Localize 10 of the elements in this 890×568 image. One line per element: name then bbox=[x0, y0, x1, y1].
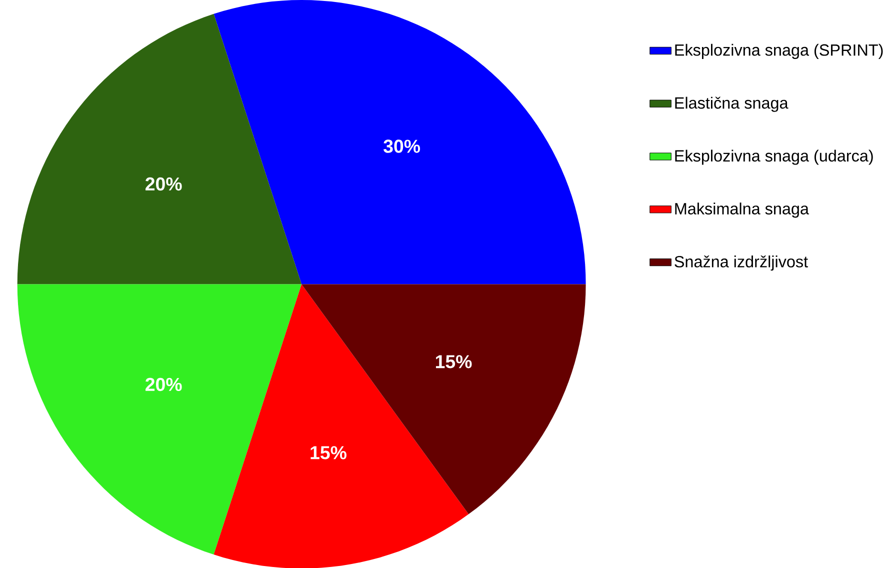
data-label: 15% bbox=[310, 446, 346, 460]
legend-label: Eksplozivna snaga (udarca) bbox=[675, 149, 873, 165]
legend-label: Elastična snaga bbox=[675, 96, 788, 112]
legend-label: Snažna izdržljivost bbox=[674, 255, 808, 270]
legend-label: Maksimalna snaga bbox=[675, 202, 809, 218]
data-label: 30% bbox=[384, 139, 420, 153]
legend-label: Eksplozivna snaga (SPRINT) bbox=[675, 44, 883, 59]
data-label: 15% bbox=[436, 354, 472, 368]
data-label: 20% bbox=[146, 378, 182, 391]
data-label: 20% bbox=[146, 177, 182, 190]
